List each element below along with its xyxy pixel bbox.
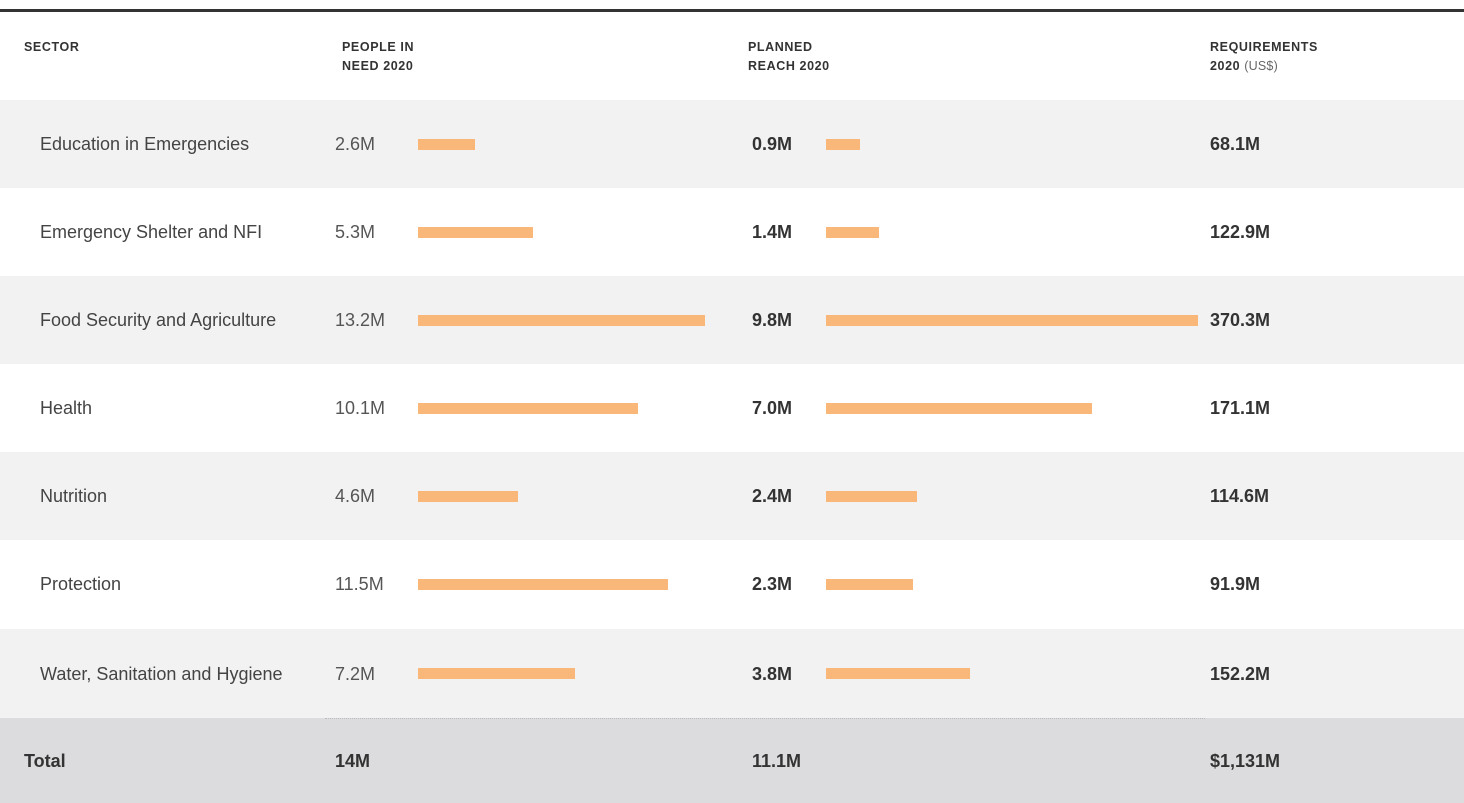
pin-bar bbox=[418, 490, 518, 502]
reach-bar bbox=[826, 578, 914, 590]
requirements-value: 68.1M bbox=[1210, 134, 1261, 154]
reach-value: 2.3M bbox=[752, 574, 793, 594]
reach-value: 7.0M bbox=[752, 398, 793, 418]
pin-value: 4.6M bbox=[335, 486, 376, 506]
pin-bar bbox=[418, 226, 534, 238]
total-pin: 14M bbox=[335, 751, 371, 771]
divider bbox=[325, 718, 1205, 719]
header-requirements: REQUIREMENTS 2020 (US$) bbox=[1210, 38, 1350, 76]
header-requirements-text: REQUIREMENTS 2020 bbox=[1210, 40, 1318, 73]
sector-name: Emergency Shelter and NFI bbox=[40, 222, 263, 242]
requirements-value: 122.9M bbox=[1210, 222, 1271, 242]
reach-value: 0.9M bbox=[752, 134, 793, 154]
total-label: Total bbox=[24, 751, 66, 771]
sector-name: Health bbox=[40, 398, 93, 418]
reach-bar bbox=[826, 668, 971, 679]
reach-value: 1.4M bbox=[752, 222, 793, 242]
pin-bar bbox=[418, 138, 475, 150]
requirements-value: 114.6M bbox=[1210, 486, 1270, 506]
sector-name: Education in Emergencies bbox=[40, 134, 250, 154]
total-reach: 11.1M bbox=[752, 751, 802, 771]
table-row bbox=[0, 452, 1464, 540]
table-row bbox=[0, 276, 1464, 364]
header-pin: PEOPLE IN NEED 2020 bbox=[342, 40, 415, 73]
reach-bar bbox=[826, 314, 1198, 326]
table-row bbox=[0, 188, 1464, 276]
sector-name: Nutrition bbox=[40, 486, 108, 506]
pin-bar bbox=[418, 578, 669, 590]
total-row bbox=[0, 718, 1464, 803]
sector-name: Water, Sanitation and Hygiene bbox=[40, 663, 283, 684]
reach-value: 3.8M bbox=[752, 663, 793, 684]
header-unit: (US$) bbox=[1244, 59, 1278, 73]
sector-name: Protection bbox=[40, 574, 122, 594]
pin-bar bbox=[418, 314, 705, 326]
reach-bar bbox=[826, 490, 918, 502]
requirements-value: 91.9M bbox=[1210, 574, 1261, 594]
reach-bar bbox=[826, 138, 861, 150]
header-sector: SECTOR bbox=[24, 40, 80, 54]
requirements-value: 171.1M bbox=[1210, 398, 1271, 418]
pin-value: 7.2M bbox=[335, 663, 376, 684]
pin-value: 10.1M bbox=[335, 398, 386, 418]
reach-value: 2.4M bbox=[752, 486, 793, 506]
reach-value: 9.8M bbox=[752, 310, 793, 330]
table-row bbox=[0, 629, 1464, 718]
pin-bar bbox=[418, 402, 638, 414]
reach-bar bbox=[826, 402, 1092, 414]
reach-bar bbox=[826, 226, 880, 238]
table-row bbox=[0, 364, 1464, 452]
table-row bbox=[0, 540, 1464, 628]
requirements-value: 370.3M bbox=[1210, 310, 1271, 330]
table-row bbox=[0, 100, 1464, 188]
top-rule bbox=[0, 9, 1464, 12]
pin-value: 2.6M bbox=[335, 134, 376, 154]
total-requirements: $1,131M bbox=[1210, 751, 1281, 771]
pin-value: 11.5M bbox=[335, 574, 384, 594]
requirements-value: 152.2M bbox=[1210, 663, 1271, 684]
pin-bar bbox=[418, 668, 575, 679]
pin-value: 13.2M bbox=[335, 310, 386, 330]
header-reach: PLANNED REACH 2020 bbox=[748, 40, 830, 73]
sector-name: Food Security and Agriculture bbox=[40, 310, 277, 330]
pin-value: 5.3M bbox=[335, 222, 376, 242]
